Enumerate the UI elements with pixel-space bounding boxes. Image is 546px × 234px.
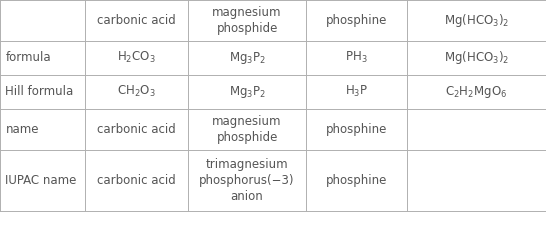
Text: name: name: [5, 123, 39, 136]
Text: C$_2$H$_2$MgO$_6$: C$_2$H$_2$MgO$_6$: [446, 84, 507, 100]
Text: Mg$_3$P$_2$: Mg$_3$P$_2$: [229, 84, 265, 100]
Text: trimagnesium
phosphorus(−3)
anion: trimagnesium phosphorus(−3) anion: [199, 158, 295, 203]
Text: CH$_2$O$_3$: CH$_2$O$_3$: [117, 84, 156, 99]
Text: Mg$_3$P$_2$: Mg$_3$P$_2$: [229, 50, 265, 66]
Text: Mg(HCO$_3$)$_2$: Mg(HCO$_3$)$_2$: [444, 49, 509, 66]
Text: carbonic acid: carbonic acid: [97, 123, 176, 136]
Text: IUPAC name: IUPAC name: [5, 174, 77, 187]
Text: H$_3$P: H$_3$P: [345, 84, 368, 99]
Text: PH$_3$: PH$_3$: [345, 50, 367, 66]
Text: phosphine: phosphine: [325, 123, 387, 136]
Text: Hill formula: Hill formula: [5, 85, 74, 98]
Text: magnesium
phosphide: magnesium phosphide: [212, 6, 282, 35]
Text: phosphine: phosphine: [325, 14, 387, 27]
Text: H$_2$CO$_3$: H$_2$CO$_3$: [117, 50, 156, 66]
Text: carbonic acid: carbonic acid: [97, 174, 176, 187]
Text: phosphine: phosphine: [325, 174, 387, 187]
Text: formula: formula: [5, 51, 51, 64]
Text: magnesium
phosphide: magnesium phosphide: [212, 115, 282, 144]
Text: carbonic acid: carbonic acid: [97, 14, 176, 27]
Text: Mg(HCO$_3$)$_2$: Mg(HCO$_3$)$_2$: [444, 12, 509, 29]
